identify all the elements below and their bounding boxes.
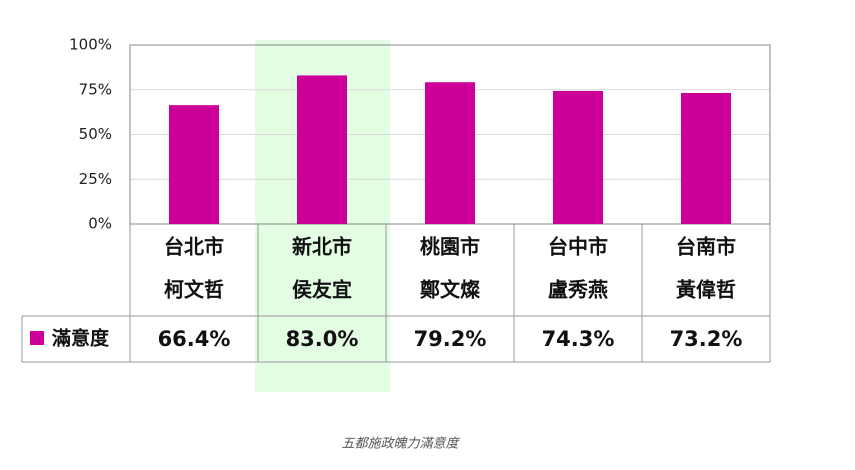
bar: [297, 75, 347, 225]
y-tick-label: 50%: [79, 125, 112, 143]
x-tick-label: 台北市: [164, 235, 224, 259]
y-tick-label: 100%: [69, 36, 112, 54]
x-tick-label: 新北市: [292, 235, 352, 259]
table-value: 79.2%: [414, 327, 487, 351]
y-tick-label: 0%: [88, 215, 112, 233]
caption: 五都施政魄力滿意度: [341, 436, 460, 452]
y-tick-label: 75%: [79, 80, 112, 98]
x-tick-label: 黃偉哲: [676, 278, 736, 302]
table-value: 73.2%: [670, 327, 743, 351]
bar: [425, 82, 475, 225]
table-value: 66.4%: [158, 327, 231, 351]
legend-swatch: [30, 331, 44, 345]
bar: [169, 105, 219, 224]
x-tick-label: 桃園市: [420, 235, 480, 259]
x-tick-label: 鄭文燦: [420, 278, 481, 302]
x-tick-label: 侯友宜: [292, 278, 352, 302]
bar: [553, 91, 603, 225]
x-tick-label: 台中市: [548, 235, 608, 259]
table-value: 83.0%: [286, 327, 359, 351]
x-tick-label: 台南市: [676, 235, 736, 259]
y-tick-label: 25%: [79, 170, 112, 188]
x-tick-label: 柯文哲: [164, 278, 224, 302]
x-tick-label: 盧秀燕: [548, 278, 608, 302]
legend-label: 滿意度: [52, 327, 110, 350]
table-value: 74.3%: [542, 327, 615, 351]
bar: [681, 92, 731, 224]
